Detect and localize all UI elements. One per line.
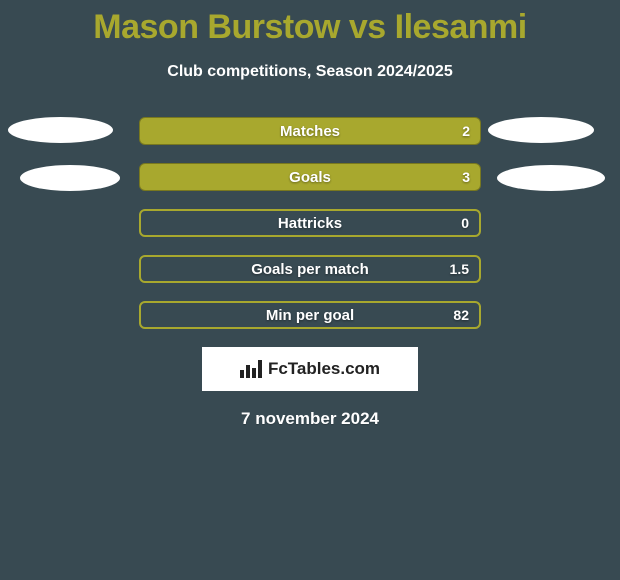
bar-chart-icon <box>240 360 262 378</box>
stat-label: Goals <box>289 169 331 186</box>
stat-value: 82 <box>453 307 469 323</box>
stat-row: Goals 3 <box>139 163 481 191</box>
stat-row: Min per goal 82 <box>139 301 481 329</box>
stats-container: Matches 2 Goals 3 Hattricks 0 Goals per match 1… <box>0 117 620 329</box>
decorative-ellipse <box>497 165 605 191</box>
attribution-text: FcTables.com <box>268 359 380 379</box>
subtitle: Club competitions, Season 2024/2025 <box>0 63 620 81</box>
player2-name: Ilesanmi <box>395 8 527 46</box>
player1-name: Mason Burstow <box>93 8 340 46</box>
comparison-infographic: Mason Burstow vs Ilesanmi Club competiti… <box>0 0 620 580</box>
stat-row: Hattricks 0 <box>139 209 481 237</box>
page-title: Mason Burstow vs Ilesanmi <box>0 0 620 47</box>
stat-label: Matches <box>280 123 340 140</box>
stat-row: Matches 2 <box>139 117 481 145</box>
stat-value: 0 <box>461 215 469 231</box>
vs-text: vs <box>349 8 386 46</box>
stat-label: Min per goal <box>266 307 354 324</box>
decorative-ellipse <box>488 117 594 143</box>
attribution-badge: FcTables.com <box>202 347 418 391</box>
stat-value: 1.5 <box>450 261 469 277</box>
stat-value: 3 <box>462 169 470 185</box>
decorative-ellipse <box>8 117 113 143</box>
date-text: 7 november 2024 <box>0 409 620 429</box>
stat-label: Hattricks <box>278 215 342 232</box>
stat-row: Goals per match 1.5 <box>139 255 481 283</box>
stat-label: Goals per match <box>251 261 369 278</box>
decorative-ellipse <box>20 165 120 191</box>
stat-value: 2 <box>462 123 470 139</box>
